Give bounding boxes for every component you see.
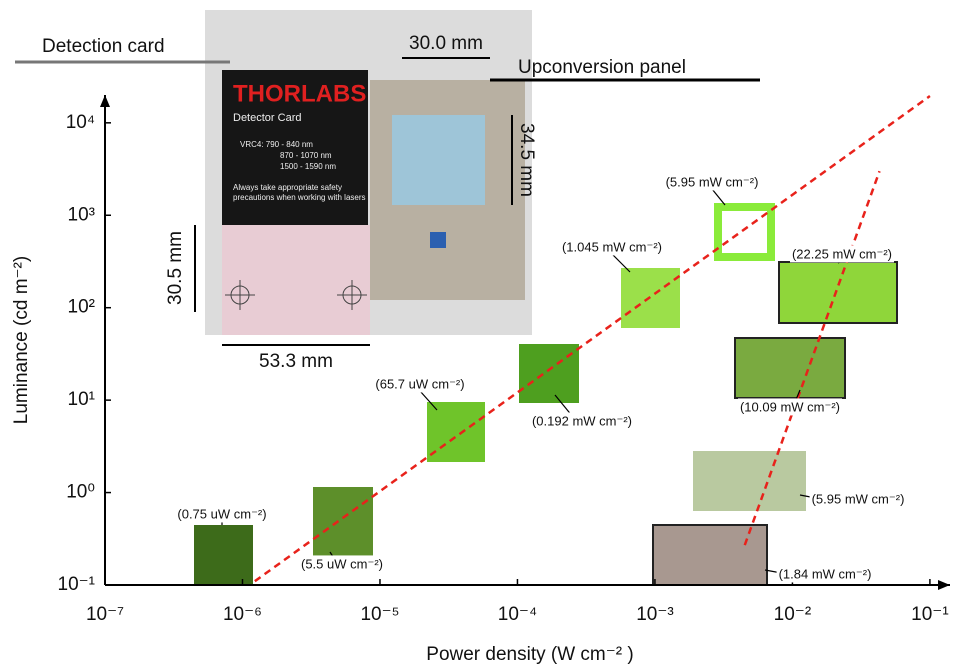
x-tick-label: 10⁻³ — [636, 604, 674, 625]
detection-card-label: Detection card — [42, 36, 165, 57]
x-tick-label: 10⁻¹ — [911, 604, 949, 625]
y-tick-label: 10⁴ — [66, 112, 95, 133]
x-tick-label: 10⁻² — [774, 604, 812, 625]
range: VRC4: 790 - 840 nm — [240, 140, 313, 149]
range: 870 - 1070 nm — [280, 151, 332, 160]
range: 1500 - 1590 nm — [280, 162, 336, 171]
annotation: (0.192 mW cm⁻²) — [532, 413, 632, 428]
annotation: (0.75 uW cm⁻²) — [177, 506, 266, 521]
x-axis-label: Power density (W cm⁻² ) — [426, 644, 633, 665]
annotation: (1.84 mW cm⁻²) — [779, 566, 872, 581]
y-tick-label: 10³ — [68, 204, 95, 225]
dimension-label: 53.3 mm — [259, 351, 333, 372]
y-tick-label: 10¹ — [68, 389, 95, 410]
annotation: (22.25 mW cm⁻²) — [792, 246, 892, 261]
brand: THORLABS — [233, 80, 366, 107]
y-tick-label: 10⁰ — [66, 482, 95, 503]
x-tick-label: 10⁻⁷ — [86, 604, 124, 625]
leader — [712, 189, 725, 205]
annotation: (5.95 mW cm⁻²) — [812, 491, 905, 506]
annotation: (65.7 uW cm⁻²) — [375, 376, 464, 391]
annotation: (10.09 mW cm⁻²) — [740, 399, 840, 414]
chart: THORLABS Detector Card VRC4: 790 - 840 n… — [0, 0, 956, 671]
annotation: (5.95 mW cm⁻²) — [666, 174, 759, 189]
y-axis-arrow — [100, 95, 110, 107]
annotation: (1.045 mW cm⁻²) — [562, 239, 662, 254]
card-title: Detector Card — [233, 112, 301, 124]
y-axis-label: Luminance (cd m⁻²) — [11, 256, 32, 424]
x-tick-label: 10⁻⁶ — [223, 604, 262, 625]
upconversion-label: Upconversion panel — [518, 57, 686, 78]
warning: precautions when working with lasers — [233, 193, 366, 202]
warning: Always take appropriate safety — [233, 183, 342, 192]
y-tick-label: 10⁻¹ — [58, 574, 96, 595]
y-tick-label: 10² — [68, 297, 95, 318]
dimension-label: 30.0 mm — [409, 33, 483, 54]
dimension-label: 30.5 mm — [165, 231, 186, 305]
x-tick-label: 10⁻⁵ — [360, 604, 399, 625]
x-axis-arrow — [938, 580, 950, 590]
annotation: (5.5 uW cm⁻²) — [301, 556, 383, 571]
x-tick-label: 10⁻⁴ — [498, 604, 537, 625]
dimension-label: 34.5 mm — [516, 123, 537, 197]
